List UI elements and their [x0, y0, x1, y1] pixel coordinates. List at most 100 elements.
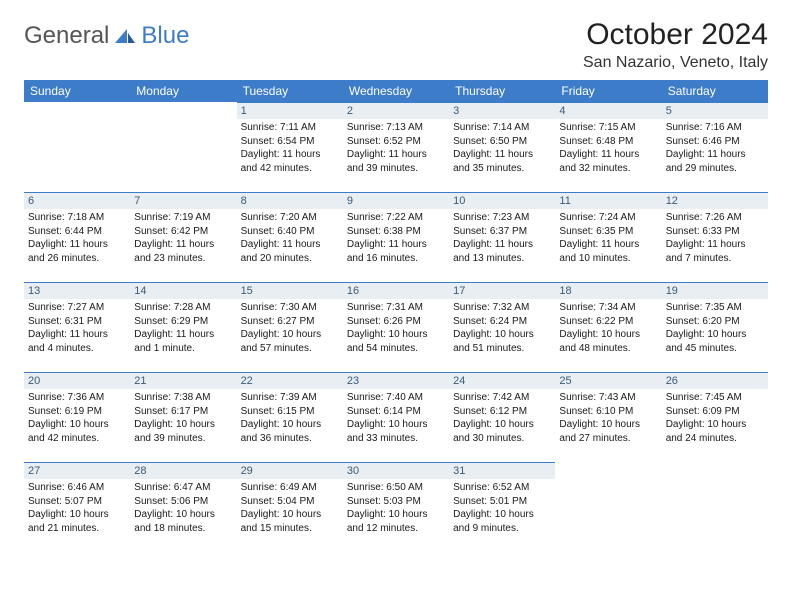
sunrise-text: Sunrise: 7:34 AM [559, 301, 657, 315]
sunrise-text: Sunrise: 7:40 AM [347, 391, 445, 405]
sunset-text: Sunset: 6:52 PM [347, 135, 445, 149]
day-number: 18 [555, 282, 661, 299]
sunset-text: Sunset: 6:22 PM [559, 315, 657, 329]
calendar-cell: . [24, 102, 130, 192]
weekday-header: Friday [555, 80, 661, 102]
day-details: Sunrise: 7:27 AMSunset: 6:31 PMDaylight:… [24, 299, 130, 359]
sunset-text: Sunset: 5:07 PM [28, 495, 126, 509]
sunrise-text: Sunrise: 7:11 AM [241, 121, 339, 135]
day-number: 27 [24, 462, 130, 479]
day-number: 13 [24, 282, 130, 299]
sunset-text: Sunset: 6:15 PM [241, 405, 339, 419]
calendar-cell: . [555, 462, 661, 552]
sunrise-text: Sunrise: 6:47 AM [134, 481, 232, 495]
sunset-text: Sunset: 6:44 PM [28, 225, 126, 239]
sunset-text: Sunset: 6:31 PM [28, 315, 126, 329]
day-details: Sunrise: 7:30 AMSunset: 6:27 PMDaylight:… [237, 299, 343, 359]
calendar-cell: 4Sunrise: 7:15 AMSunset: 6:48 PMDaylight… [555, 102, 661, 192]
daylight-text: Daylight: 10 hours and 27 minutes. [559, 418, 657, 445]
sunrise-text: Sunrise: 7:13 AM [347, 121, 445, 135]
sunset-text: Sunset: 6:46 PM [666, 135, 764, 149]
calendar-cell: 13Sunrise: 7:27 AMSunset: 6:31 PMDayligh… [24, 282, 130, 372]
day-details: Sunrise: 7:24 AMSunset: 6:35 PMDaylight:… [555, 209, 661, 269]
day-details: Sunrise: 6:46 AMSunset: 5:07 PMDaylight:… [24, 479, 130, 539]
daylight-text: Daylight: 11 hours and 39 minutes. [347, 148, 445, 175]
sunrise-text: Sunrise: 6:52 AM [453, 481, 551, 495]
calendar-cell: 26Sunrise: 7:45 AMSunset: 6:09 PMDayligh… [662, 372, 768, 462]
calendar-cell: 18Sunrise: 7:34 AMSunset: 6:22 PMDayligh… [555, 282, 661, 372]
day-number: 1 [237, 102, 343, 119]
day-details: Sunrise: 6:50 AMSunset: 5:03 PMDaylight:… [343, 479, 449, 539]
day-number: 12 [662, 192, 768, 209]
day-details: Sunrise: 7:32 AMSunset: 6:24 PMDaylight:… [449, 299, 555, 359]
sunset-text: Sunset: 6:42 PM [134, 225, 232, 239]
weekday-header: Saturday [662, 80, 768, 102]
calendar-cell: 16Sunrise: 7:31 AMSunset: 6:26 PMDayligh… [343, 282, 449, 372]
sunset-text: Sunset: 6:35 PM [559, 225, 657, 239]
calendar-cell: 27Sunrise: 6:46 AMSunset: 5:07 PMDayligh… [24, 462, 130, 552]
calendar-cell: 29Sunrise: 6:49 AMSunset: 5:04 PMDayligh… [237, 462, 343, 552]
day-number: 10 [449, 192, 555, 209]
day-number: 2 [343, 102, 449, 119]
sunrise-text: Sunrise: 7:43 AM [559, 391, 657, 405]
day-details: Sunrise: 7:22 AMSunset: 6:38 PMDaylight:… [343, 209, 449, 269]
daylight-text: Daylight: 10 hours and 51 minutes. [453, 328, 551, 355]
daylight-text: Daylight: 10 hours and 15 minutes. [241, 508, 339, 535]
day-number: 4 [555, 102, 661, 119]
day-number: 23 [343, 372, 449, 389]
sunrise-text: Sunrise: 7:18 AM [28, 211, 126, 225]
daylight-text: Daylight: 10 hours and 42 minutes. [28, 418, 126, 445]
sunrise-text: Sunrise: 7:15 AM [559, 121, 657, 135]
weekday-row: SundayMondayTuesdayWednesdayThursdayFrid… [24, 80, 768, 102]
day-details: Sunrise: 7:13 AMSunset: 6:52 PMDaylight:… [343, 119, 449, 179]
day-details: Sunrise: 7:15 AMSunset: 6:48 PMDaylight:… [555, 119, 661, 179]
sunrise-text: Sunrise: 7:36 AM [28, 391, 126, 405]
daylight-text: Daylight: 10 hours and 21 minutes. [28, 508, 126, 535]
sunset-text: Sunset: 6:48 PM [559, 135, 657, 149]
calendar-week-row: ..1Sunrise: 7:11 AMSunset: 6:54 PMDaylig… [24, 102, 768, 192]
weekday-header: Tuesday [237, 80, 343, 102]
sunrise-text: Sunrise: 7:14 AM [453, 121, 551, 135]
calendar-cell: 14Sunrise: 7:28 AMSunset: 6:29 PMDayligh… [130, 282, 236, 372]
calendar-head: SundayMondayTuesdayWednesdayThursdayFrid… [24, 80, 768, 102]
calendar-cell: 17Sunrise: 7:32 AMSunset: 6:24 PMDayligh… [449, 282, 555, 372]
sunset-text: Sunset: 6:20 PM [666, 315, 764, 329]
sunset-text: Sunset: 6:26 PM [347, 315, 445, 329]
day-details: Sunrise: 7:14 AMSunset: 6:50 PMDaylight:… [449, 119, 555, 179]
day-number: 15 [237, 282, 343, 299]
sunset-text: Sunset: 5:06 PM [134, 495, 232, 509]
daylight-text: Daylight: 10 hours and 24 minutes. [666, 418, 764, 445]
calendar-week-row: 20Sunrise: 7:36 AMSunset: 6:19 PMDayligh… [24, 372, 768, 462]
daylight-text: Daylight: 11 hours and 4 minutes. [28, 328, 126, 355]
calendar-cell: 19Sunrise: 7:35 AMSunset: 6:20 PMDayligh… [662, 282, 768, 372]
day-details: Sunrise: 7:28 AMSunset: 6:29 PMDaylight:… [130, 299, 236, 359]
daylight-text: Daylight: 11 hours and 29 minutes. [666, 148, 764, 175]
sunset-text: Sunset: 6:54 PM [241, 135, 339, 149]
sunrise-text: Sunrise: 7:26 AM [666, 211, 764, 225]
sunrise-text: Sunrise: 7:20 AM [241, 211, 339, 225]
day-number: 7 [130, 192, 236, 209]
daylight-text: Daylight: 11 hours and 10 minutes. [559, 238, 657, 265]
sunrise-text: Sunrise: 7:16 AM [666, 121, 764, 135]
day-details: Sunrise: 6:47 AMSunset: 5:06 PMDaylight:… [130, 479, 236, 539]
day-number: 30 [343, 462, 449, 479]
sunrise-text: Sunrise: 7:22 AM [347, 211, 445, 225]
daylight-text: Daylight: 11 hours and 7 minutes. [666, 238, 764, 265]
weekday-header: Wednesday [343, 80, 449, 102]
day-details: Sunrise: 7:26 AMSunset: 6:33 PMDaylight:… [662, 209, 768, 269]
calendar-cell: 7Sunrise: 7:19 AMSunset: 6:42 PMDaylight… [130, 192, 236, 282]
day-details: Sunrise: 7:31 AMSunset: 6:26 PMDaylight:… [343, 299, 449, 359]
calendar-week-row: 13Sunrise: 7:27 AMSunset: 6:31 PMDayligh… [24, 282, 768, 372]
sunrise-text: Sunrise: 7:45 AM [666, 391, 764, 405]
calendar-cell: 10Sunrise: 7:23 AMSunset: 6:37 PMDayligh… [449, 192, 555, 282]
day-details: Sunrise: 7:34 AMSunset: 6:22 PMDaylight:… [555, 299, 661, 359]
sunrise-text: Sunrise: 7:28 AM [134, 301, 232, 315]
day-details: Sunrise: 7:20 AMSunset: 6:40 PMDaylight:… [237, 209, 343, 269]
calendar-cell: . [662, 462, 768, 552]
calendar-cell: 8Sunrise: 7:20 AMSunset: 6:40 PMDaylight… [237, 192, 343, 282]
day-details: Sunrise: 7:36 AMSunset: 6:19 PMDaylight:… [24, 389, 130, 449]
sunset-text: Sunset: 5:04 PM [241, 495, 339, 509]
calendar-cell: 2Sunrise: 7:13 AMSunset: 6:52 PMDaylight… [343, 102, 449, 192]
calendar-week-row: 6Sunrise: 7:18 AMSunset: 6:44 PMDaylight… [24, 192, 768, 282]
calendar-cell: 21Sunrise: 7:38 AMSunset: 6:17 PMDayligh… [130, 372, 236, 462]
